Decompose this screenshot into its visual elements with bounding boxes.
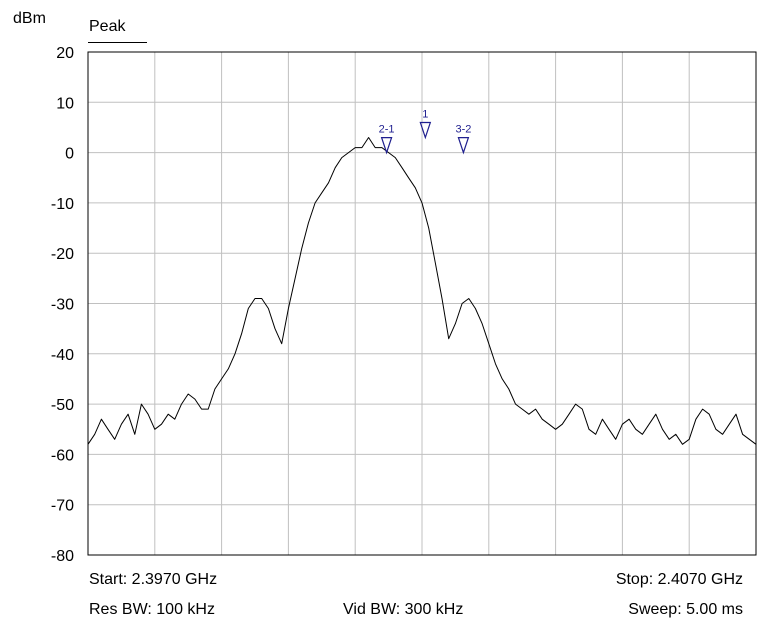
marker-triangle: [380, 137, 393, 155]
y-tick-label: 10: [56, 95, 74, 112]
marker-triangle: [457, 137, 470, 155]
stop-frequency: Stop: 2.4070 GHz: [615, 571, 743, 588]
y-tick-label: 20: [56, 45, 74, 62]
marker-label: 2-1: [379, 124, 395, 136]
video-bandwidth: Vid BW: 300 kHz: [343, 601, 464, 618]
y-tick-label: -70: [51, 498, 74, 515]
y-tick-label: 0: [65, 146, 74, 163]
trace-mode-label: Peak: [89, 18, 126, 35]
y-unit-label: dBm: [13, 10, 46, 27]
y-tick-label: -30: [51, 297, 74, 314]
trace-mode-underline: [88, 42, 147, 43]
y-tick-label: -50: [51, 397, 74, 414]
marker-label: 1: [422, 109, 428, 121]
y-tick-label: -20: [51, 246, 74, 263]
plot-frame: [87, 51, 757, 556]
sweep-time: Sweep: 5.00 ms: [628, 601, 743, 618]
y-tick-label: -60: [51, 447, 74, 464]
start-frequency: Start: 2.3970 GHz: [89, 571, 218, 588]
y-tick-label: -40: [51, 347, 74, 364]
resolution-bandwidth: Res BW: 100 kHz: [89, 601, 215, 618]
marker-label: 3-2: [455, 124, 471, 136]
spectrum-trace: [87, 137, 757, 445]
marker-triangle: [419, 121, 432, 140]
marker-layer: 1 2-1 3-2: [379, 109, 471, 155]
y-tick-label: -80: [51, 548, 74, 565]
trace-layer: [87, 137, 757, 445]
y-axis-ticks: 20 10 0 -10 -20 -30 -40 -50 -60 -70 -80: [51, 45, 74, 565]
grid: [88, 52, 756, 555]
y-tick-label: -10: [51, 196, 74, 213]
